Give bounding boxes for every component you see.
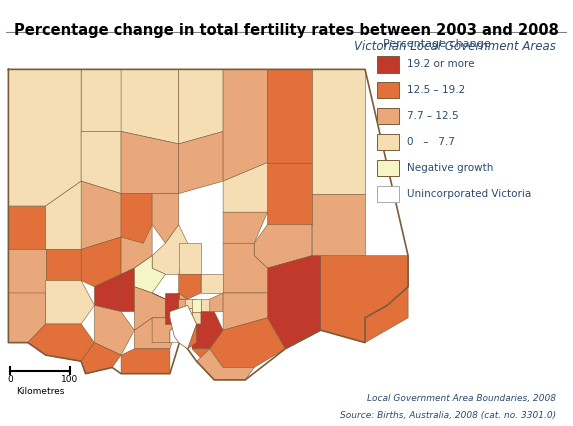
Text: 12.5 – 19.2: 12.5 – 19.2 xyxy=(407,86,465,95)
Text: Source: Births, Australia, 2008 (cat. no. 3301.0): Source: Births, Australia, 2008 (cat. no… xyxy=(340,411,556,420)
Text: Percentage change: Percentage change xyxy=(383,40,490,49)
FancyBboxPatch shape xyxy=(377,108,399,124)
Polygon shape xyxy=(166,311,179,324)
Text: Victorian Local Government Areas: Victorian Local Government Areas xyxy=(354,40,556,54)
FancyBboxPatch shape xyxy=(377,160,399,176)
Polygon shape xyxy=(192,311,223,349)
Polygon shape xyxy=(81,237,121,287)
Polygon shape xyxy=(121,132,179,193)
Polygon shape xyxy=(179,132,223,193)
Polygon shape xyxy=(46,181,90,250)
Polygon shape xyxy=(81,181,121,250)
Text: Percentage change in total fertility rates between 2003 and 2008: Percentage change in total fertility rat… xyxy=(14,23,559,38)
Text: 0   –   7.7: 0 – 7.7 xyxy=(407,137,455,147)
Polygon shape xyxy=(179,243,201,274)
Polygon shape xyxy=(28,324,95,361)
FancyBboxPatch shape xyxy=(377,134,399,150)
Polygon shape xyxy=(223,243,268,293)
Polygon shape xyxy=(197,349,254,380)
Polygon shape xyxy=(46,250,81,280)
Text: 0: 0 xyxy=(7,375,13,384)
Polygon shape xyxy=(223,293,268,330)
Polygon shape xyxy=(192,318,285,368)
Polygon shape xyxy=(121,256,152,311)
Polygon shape xyxy=(81,69,121,132)
Polygon shape xyxy=(95,274,135,311)
Polygon shape xyxy=(135,318,179,349)
Polygon shape xyxy=(135,256,166,293)
Polygon shape xyxy=(9,69,81,206)
Text: Kilometres: Kilometres xyxy=(16,387,64,396)
Polygon shape xyxy=(210,293,223,311)
Polygon shape xyxy=(95,305,135,355)
Polygon shape xyxy=(9,206,46,250)
Polygon shape xyxy=(121,225,152,274)
Polygon shape xyxy=(152,193,179,243)
Polygon shape xyxy=(81,132,121,193)
FancyBboxPatch shape xyxy=(377,82,399,98)
Polygon shape xyxy=(268,163,312,225)
Polygon shape xyxy=(192,311,201,324)
Polygon shape xyxy=(121,349,170,374)
FancyBboxPatch shape xyxy=(377,186,399,202)
Polygon shape xyxy=(312,69,365,193)
Polygon shape xyxy=(9,293,46,343)
Polygon shape xyxy=(46,280,95,324)
Polygon shape xyxy=(223,69,268,181)
Polygon shape xyxy=(121,69,179,144)
Polygon shape xyxy=(268,69,312,163)
FancyBboxPatch shape xyxy=(377,57,399,72)
Polygon shape xyxy=(166,293,179,311)
Polygon shape xyxy=(201,299,210,311)
Polygon shape xyxy=(152,225,187,274)
Polygon shape xyxy=(254,225,312,268)
Polygon shape xyxy=(170,305,197,349)
Polygon shape xyxy=(152,293,187,343)
Polygon shape xyxy=(179,69,223,144)
Polygon shape xyxy=(201,274,223,293)
Polygon shape xyxy=(192,299,201,311)
Polygon shape xyxy=(321,256,408,343)
Polygon shape xyxy=(183,318,197,349)
Polygon shape xyxy=(179,299,192,315)
Polygon shape xyxy=(268,256,321,349)
Text: Unincorporated Victoria: Unincorporated Victoria xyxy=(407,189,531,199)
Polygon shape xyxy=(312,193,365,256)
Polygon shape xyxy=(121,193,152,243)
Text: Local Government Area Boundaries, 2008: Local Government Area Boundaries, 2008 xyxy=(367,394,556,403)
Text: 19.2 or more: 19.2 or more xyxy=(407,60,474,69)
Polygon shape xyxy=(81,343,121,374)
Polygon shape xyxy=(135,287,166,330)
Polygon shape xyxy=(186,308,192,318)
Text: 7.7 – 12.5: 7.7 – 12.5 xyxy=(407,111,458,121)
Polygon shape xyxy=(179,274,201,299)
Text: 100: 100 xyxy=(61,375,79,384)
Polygon shape xyxy=(223,163,285,212)
Polygon shape xyxy=(9,250,46,293)
Polygon shape xyxy=(223,212,268,243)
Polygon shape xyxy=(170,324,179,343)
Polygon shape xyxy=(186,299,197,308)
Text: Negative growth: Negative growth xyxy=(407,163,493,173)
